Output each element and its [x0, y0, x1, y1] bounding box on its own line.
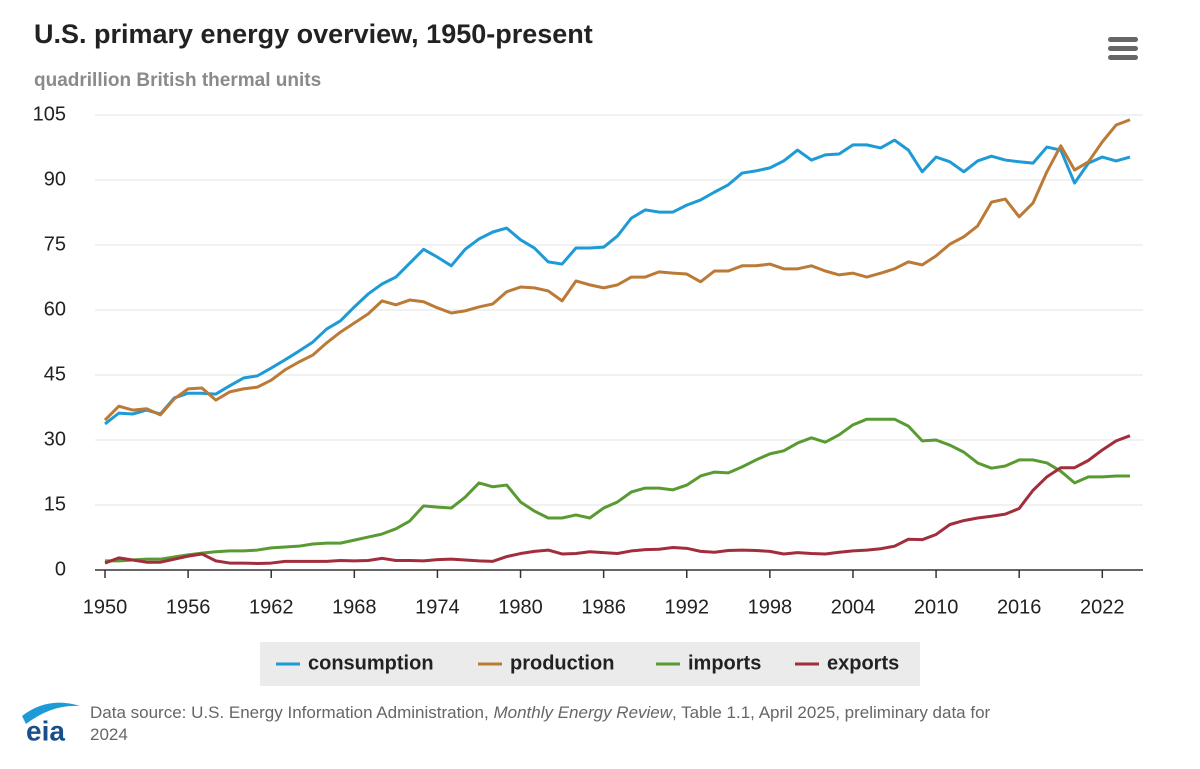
menu-bar[interactable]: [1108, 37, 1138, 42]
y-tick-label: 60: [44, 298, 66, 320]
legend-label: imports: [688, 652, 761, 674]
source-suffix: , Table 1.1, April 2025, preliminary dat…: [672, 703, 990, 722]
x-tick-label: 2004: [831, 596, 876, 618]
x-tick-label: 1986: [581, 596, 626, 618]
x-tick-label: 1992: [665, 596, 710, 618]
logo-text: eia: [26, 715, 65, 746]
x-tick-label: 1968: [332, 596, 377, 618]
series-line: [103, 118, 1131, 422]
menu-bar[interactable]: [1108, 55, 1138, 60]
x-tick-label: 1980: [498, 596, 543, 618]
menu-button[interactable]: [1108, 37, 1138, 60]
x-tick-label: 1956: [166, 596, 211, 618]
source-prefix: Data source: U.S. Energy Information Adm…: [90, 703, 493, 722]
series-line: [104, 138, 1131, 426]
x-tick-label: 2022: [1080, 596, 1125, 618]
legend-label: consumption: [308, 652, 434, 674]
x-tick-label: 2010: [914, 596, 959, 618]
legend-label: production: [510, 652, 614, 674]
x-tick-label: 1998: [748, 596, 793, 618]
menu-bar[interactable]: [1108, 46, 1138, 51]
logo: eia: [22, 702, 80, 746]
series-line: [104, 434, 1131, 565]
x-tick-label: 2016: [997, 596, 1042, 618]
chart-subtitle: quadrillion British thermal units: [34, 70, 321, 91]
y-tick-label: 90: [44, 168, 66, 190]
series-line: [105, 417, 1130, 563]
legend-label: exports: [827, 652, 899, 674]
legend-item: production: [478, 652, 614, 674]
x-tick-label: 1974: [415, 596, 460, 618]
legend-item: imports: [656, 652, 761, 674]
x-tick-label: 1962: [249, 596, 294, 618]
y-tick-label: 15: [44, 493, 66, 515]
source-suffix-end: 2024: [90, 725, 128, 744]
source-italic: Monthly Energy Review: [493, 703, 673, 722]
source-note: Data source: U.S. Energy Information Adm…: [90, 703, 991, 744]
y-tick-label: 75: [44, 233, 66, 255]
x-tick-label: 1950: [83, 596, 128, 618]
y-tick-label: 105: [33, 103, 66, 125]
chart-title: U.S. primary energy overview, 1950-prese…: [34, 19, 593, 49]
y-tick-label: 45: [44, 363, 66, 385]
legend-item: consumption: [276, 652, 434, 674]
logo-swoosh: [22, 702, 80, 724]
y-tick-label: 30: [44, 428, 66, 450]
y-tick-label: 0: [55, 558, 66, 580]
legend-item: exports: [795, 652, 899, 674]
